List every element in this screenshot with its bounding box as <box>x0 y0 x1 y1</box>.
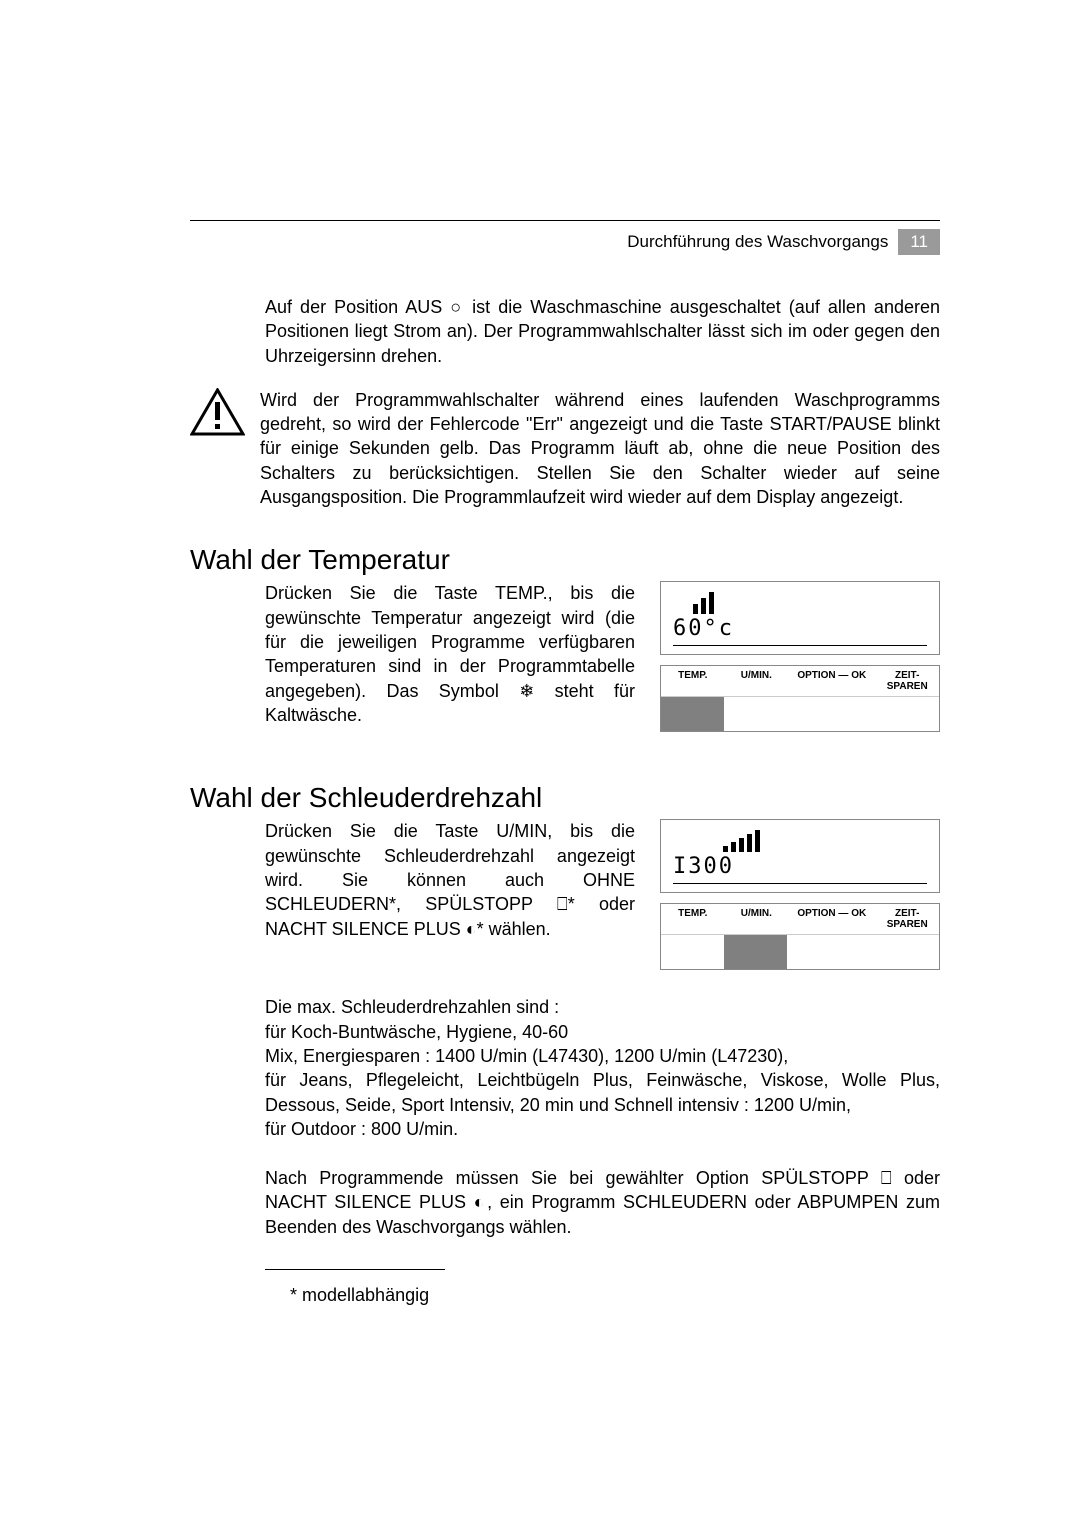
after-program-text: Nach Programmende müssen Sie bei gewählt… <box>265 1166 940 1239</box>
warning-icon <box>190 388 245 436</box>
signal-bars-icon <box>693 592 927 614</box>
warning-text: Wird der Programmwahlschalter während ei… <box>260 388 940 509</box>
button-panel-spin: TEMP. U/MIN. OPTION — OK ZEIT-SPAREN <box>660 903 940 970</box>
btn-label-option: OPTION — OK <box>788 904 875 934</box>
btn-label-option: OPTION — OK <box>788 666 875 696</box>
snowflake-icon: ❄ <box>519 681 534 701</box>
button-option <box>787 696 875 731</box>
display-temperature: 60°c <box>660 581 940 655</box>
button-panel-temp: TEMP. U/MIN. OPTION — OK ZEIT-SPAREN <box>660 665 940 732</box>
page-number: 11 <box>898 229 940 255</box>
btn-label-umin: U/MIN. <box>725 666 789 696</box>
button-umin <box>724 934 787 969</box>
display-temp-value: 60°c <box>673 616 734 641</box>
spin-details-1: Die max. Schleuderdrehzahlen sind : <box>265 995 940 1019</box>
footnote: * modellabhängig <box>290 1285 940 1306</box>
button-zeit <box>876 696 939 731</box>
button-temp <box>661 934 724 969</box>
spin-details-5: für Outdoor : 800 U/min. <box>265 1117 940 1141</box>
spin-text: Drücken Sie die Taste U/MIN, bis die gew… <box>265 819 635 985</box>
button-umin <box>724 696 787 731</box>
section-title: Durchführung des Waschvorgangs <box>627 232 888 252</box>
btn-label-temp: TEMP. <box>661 904 725 934</box>
page-header: Durchführung des Waschvorgangs 11 <box>190 229 940 255</box>
display-spin: I300 <box>660 819 940 893</box>
spin-details-3: Mix, Energiesparen : 1400 U/min (L47430)… <box>265 1044 940 1068</box>
intro-paragraph: Auf der Position AUS ○ ist die Waschmasc… <box>265 295 940 368</box>
spin-details-4: für Jeans, Pflegeleicht, Leichtbügeln Pl… <box>265 1068 940 1117</box>
heading-spin: Wahl der Schleuderdrehzahl <box>190 782 940 814</box>
btn-label-umin: U/MIN. <box>725 904 789 934</box>
button-temp <box>661 696 724 731</box>
btn-label-zeit: ZEIT-SPAREN <box>875 904 939 934</box>
button-zeit <box>876 934 939 969</box>
btn-label-zeit: ZEIT-SPAREN <box>875 666 939 696</box>
display-spin-value: I300 <box>673 854 734 879</box>
spin-details-2: für Koch-Buntwäsche, Hygiene, 40-60 <box>265 1020 940 1044</box>
temperature-text: Drücken Sie die Taste TEMP., bis die gew… <box>265 581 635 747</box>
signal-bars-icon <box>723 830 927 852</box>
btn-label-temp: TEMP. <box>661 666 725 696</box>
heading-temperature: Wahl der Temperatur <box>190 544 940 576</box>
button-option <box>787 934 875 969</box>
